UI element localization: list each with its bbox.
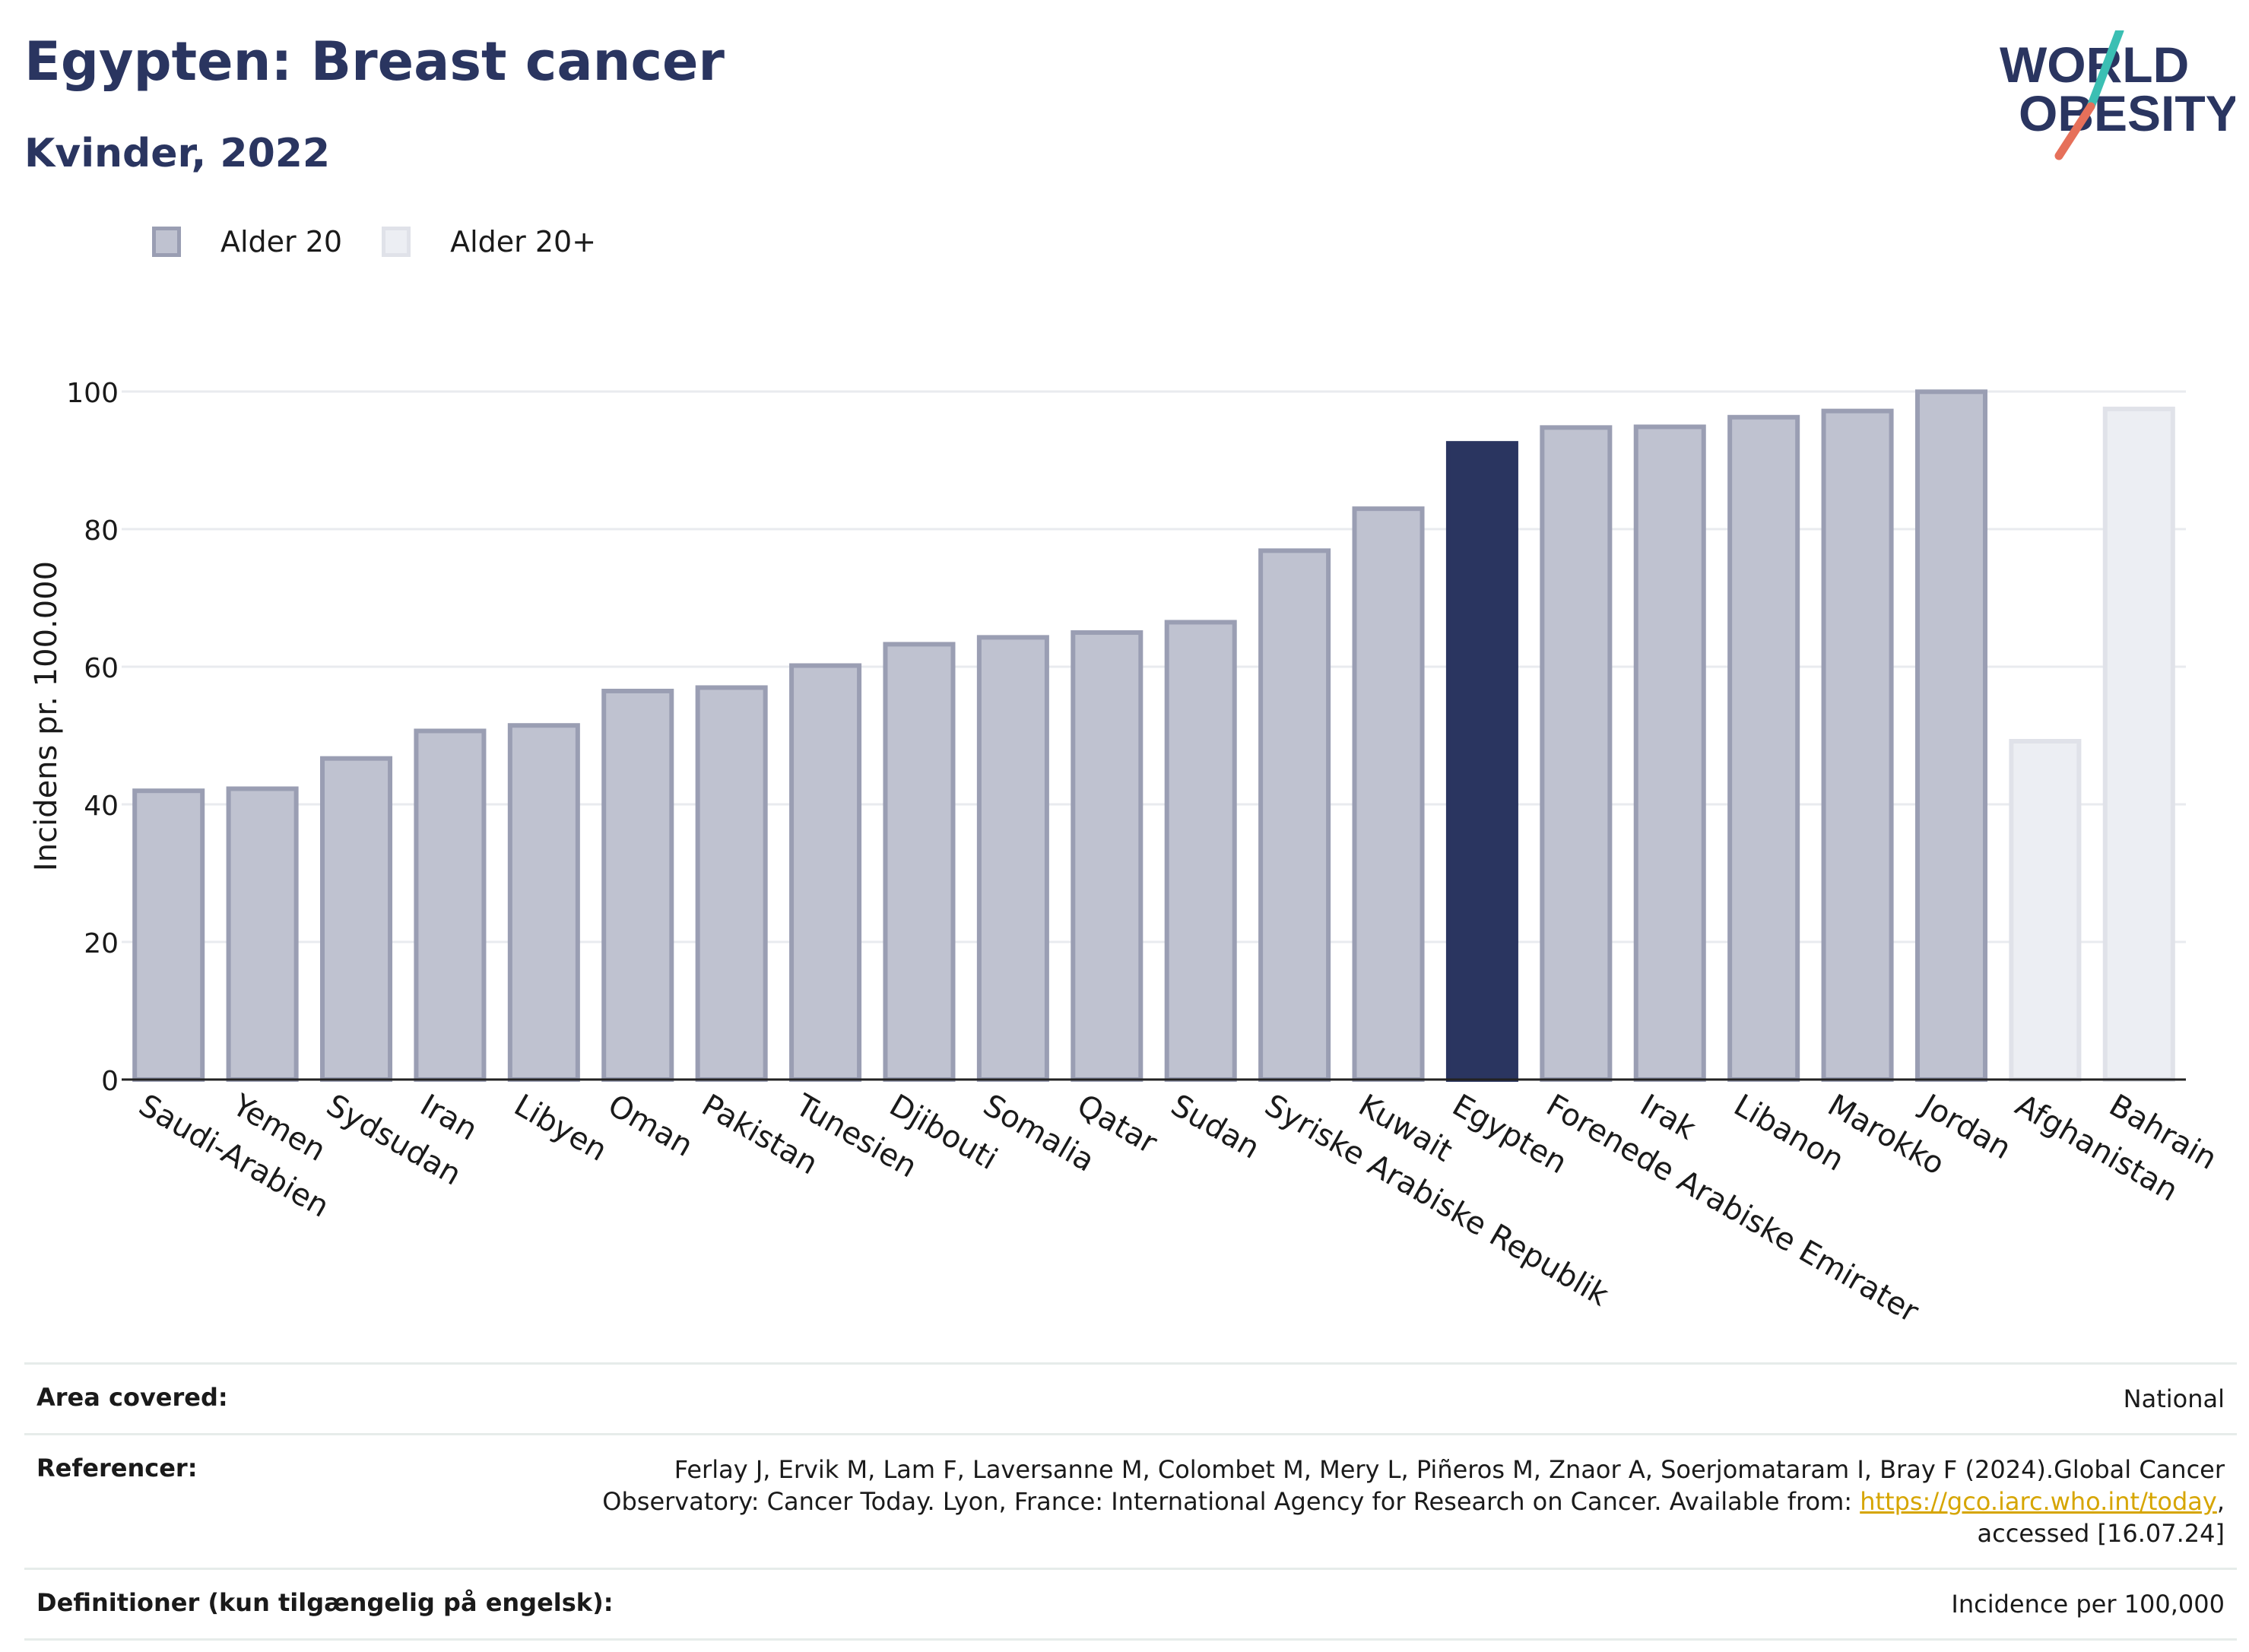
meta-row-definitions: Definitioner (kun tilgængelig på engelsk… <box>24 1568 2237 1641</box>
bar-libanon[interactable] <box>1727 414 1800 1082</box>
legend-label-alder20: Alder 20 <box>220 225 343 258</box>
world-obesity-logo: WORLD OBESITY <box>2000 30 2235 160</box>
reference-link[interactable]: https://gco.iarc.who.int/today <box>1860 1487 2217 1516</box>
bar-yemen[interactable] <box>226 786 299 1082</box>
logo-line-1: WORLD <box>2000 36 2189 93</box>
y-tick-label: 40 <box>84 791 119 822</box>
bar-kuwait[interactable] <box>1352 506 1425 1082</box>
y-axis-title: Incidens pr. 100.000 <box>29 561 64 871</box>
x-tick-label: Oman <box>602 1088 699 1164</box>
bar-afghanistan[interactable] <box>2009 739 2082 1083</box>
bar-djibouti[interactable] <box>883 642 956 1082</box>
metadata-table: Area covered: National Referencer: Ferla… <box>24 1362 2237 1641</box>
bar-marokko[interactable] <box>1821 408 1894 1082</box>
reference-accessed: , accessed [16.07.24] <box>1977 1487 2225 1548</box>
bar-pakistan[interactable] <box>695 685 768 1082</box>
meta-key-area: Area covered: <box>36 1383 228 1412</box>
chart-legend: Alder 20 Alder 20+ <box>152 225 636 258</box>
bar-somalia[interactable] <box>976 635 1049 1082</box>
logo-stripe-teal <box>2086 30 2124 111</box>
meta-key-definitions: Definitioner (kun tilgængelig på engelsk… <box>36 1588 614 1617</box>
logo-stripe-coral <box>2054 102 2095 160</box>
legend-label-alder20plus: Alder 20+ <box>450 225 597 258</box>
y-tick-label: 0 <box>101 1066 119 1097</box>
logo-line-2: OBESITY <box>2019 85 2235 141</box>
meta-value-references: Ferlay J, Ervik M, Lam F, Laversanne M, … <box>590 1454 2225 1549</box>
legend-item-alder20plus[interactable]: Alder 20+ <box>382 225 596 258</box>
bar-sudan[interactable] <box>1164 620 1237 1082</box>
meta-row-references: Referencer: Ferlay J, Ervik M, Lam F, La… <box>24 1433 2237 1568</box>
bar-irak[interactable] <box>1633 424 1706 1082</box>
x-tick-label: Sudan <box>1165 1088 1265 1166</box>
y-tick-label: 100 <box>66 378 119 409</box>
y-tick-label: 60 <box>84 653 119 684</box>
page-title: Egypten: Breast cancer <box>24 30 725 93</box>
bar-oman[interactable] <box>601 688 674 1083</box>
bar-qatar[interactable] <box>1071 630 1144 1082</box>
meta-row-area: Area covered: National <box>24 1362 2237 1433</box>
bar-layer <box>132 389 2175 1083</box>
bar-syriske-arabiske-republik[interactable] <box>1258 548 1331 1082</box>
meta-value-definitions: Incidence per 100,000 <box>1951 1590 2225 1619</box>
bar-iran[interactable] <box>414 728 487 1082</box>
y-tick-label: 20 <box>84 928 119 959</box>
bar-chart: 020406080100Saudi-ArabienYemenSydsudanIr… <box>29 378 2222 1330</box>
bar-egypten[interactable] <box>1445 441 1518 1082</box>
bar-bahrain[interactable] <box>2102 406 2175 1082</box>
bar-saudi-arabien[interactable] <box>132 788 205 1083</box>
page-subtitle: Kvinder, 2022 <box>24 131 331 176</box>
bar-libyen[interactable] <box>507 723 580 1083</box>
legend-swatch-alder20 <box>152 227 181 257</box>
legend-swatch-alder20plus <box>382 227 411 257</box>
meta-key-references: Referencer: <box>36 1454 198 1482</box>
reference-text: Ferlay J, Ervik M, Lam F, Laversanne M, … <box>602 1455 2225 1516</box>
y-tick-label: 80 <box>84 515 119 547</box>
bar-sydsudan[interactable] <box>320 756 393 1083</box>
x-tick-label: Libyen <box>508 1088 613 1168</box>
bar-jordan[interactable] <box>1914 389 1987 1082</box>
bar-forenede-arabiske-emirater[interactable] <box>1540 425 1613 1082</box>
bar-tunesien[interactable] <box>789 663 862 1082</box>
meta-value-area: National <box>2123 1384 2225 1413</box>
legend-item-alder20[interactable]: Alder 20 <box>152 225 342 258</box>
